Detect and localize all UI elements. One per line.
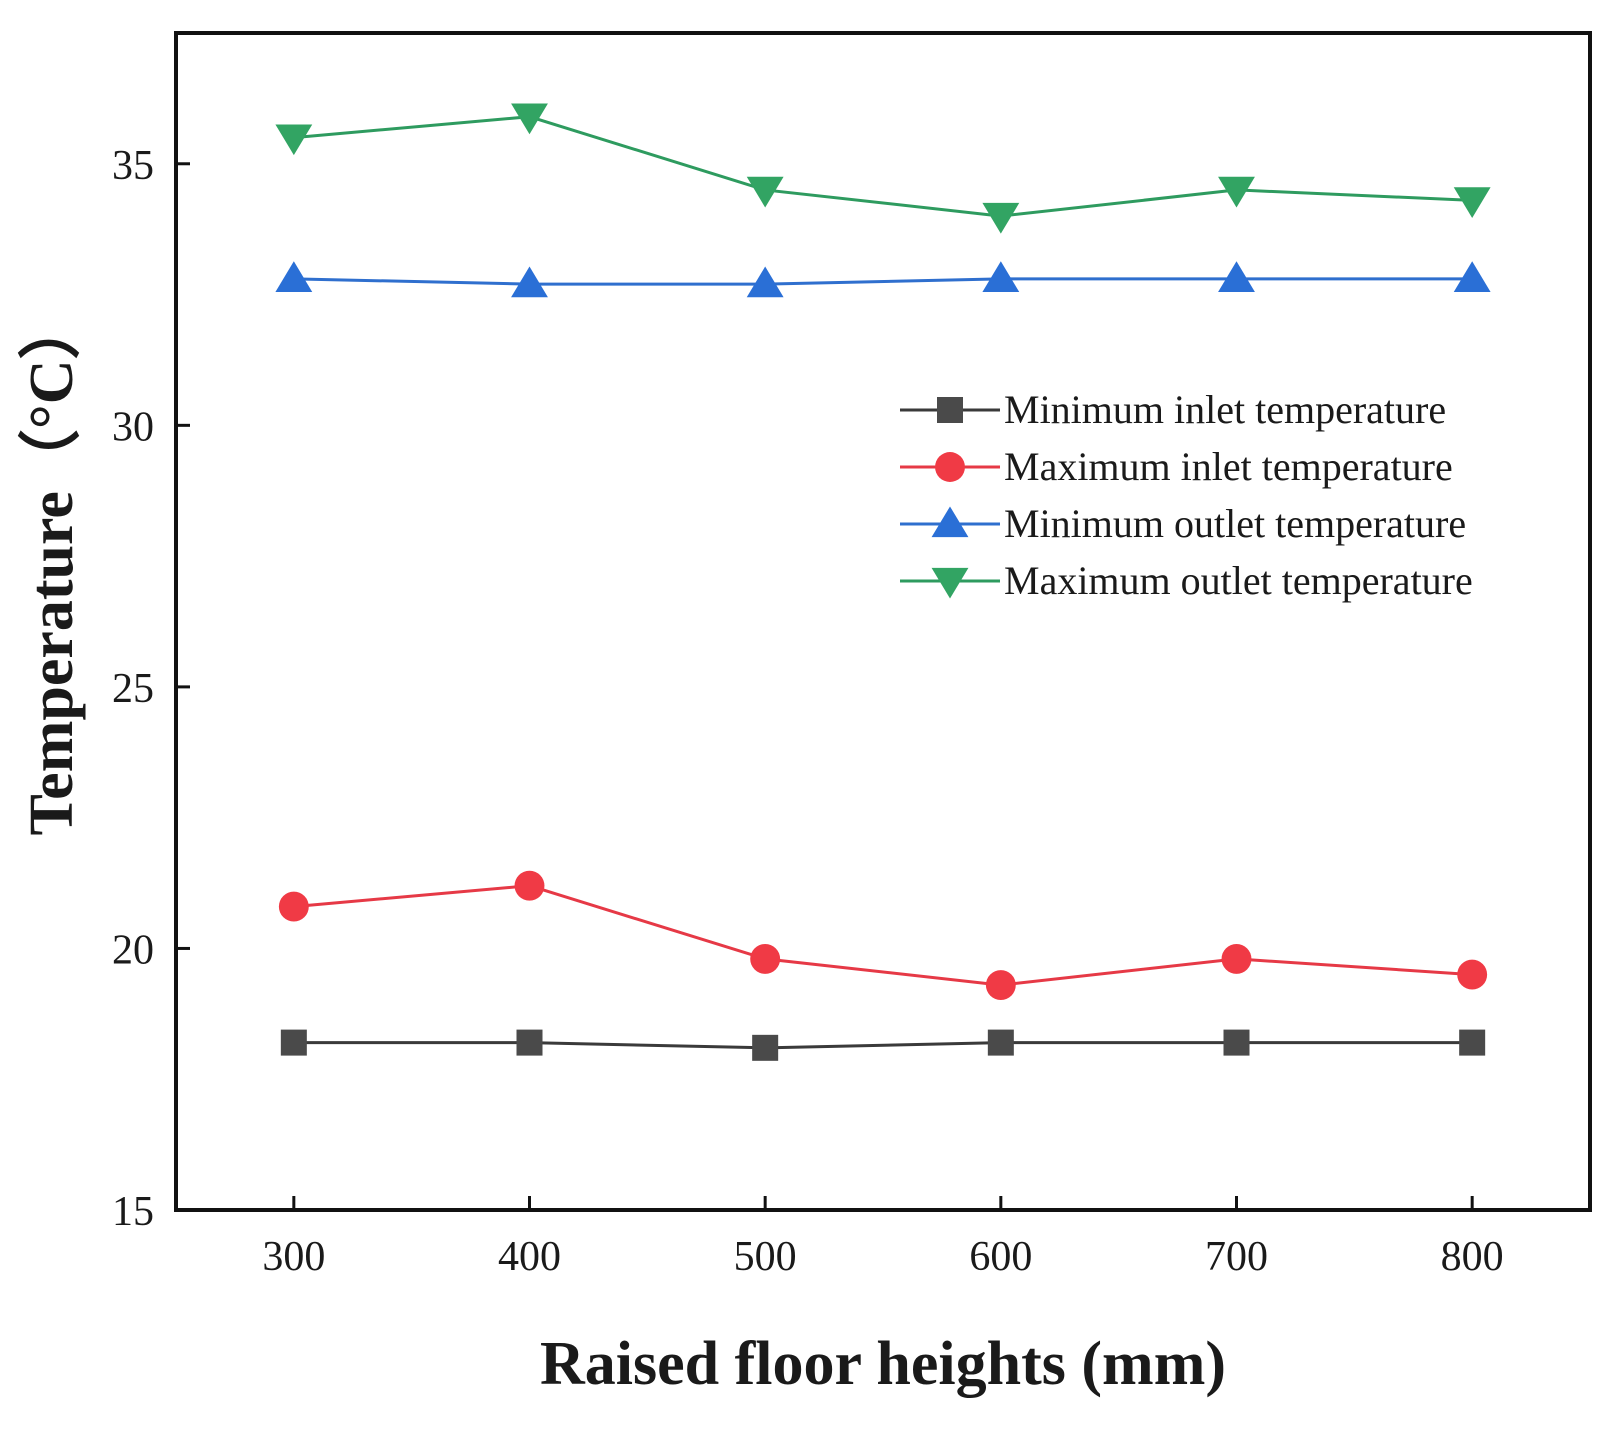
x-axis-title: Raised floor heights (mm)	[540, 1330, 1226, 1398]
y-tick-label: 35	[112, 143, 154, 189]
data-point	[982, 202, 1020, 234]
data-point	[511, 103, 548, 135]
series-line	[293, 1041, 1473, 1050]
x-tick-label: 500	[734, 1234, 797, 1280]
data-point	[275, 124, 313, 156]
plot-area	[174, 31, 1592, 1212]
data-point	[746, 266, 784, 298]
data-point	[746, 176, 784, 208]
legend-marker	[937, 397, 963, 423]
legend-item: Maximum inlet temperature	[900, 444, 1453, 489]
legend-marker	[935, 452, 965, 482]
data-point	[1459, 1029, 1486, 1056]
data-point	[1223, 1029, 1250, 1056]
data-point	[987, 1029, 1014, 1056]
x-tick-label: 700	[1205, 1234, 1268, 1280]
data-point	[985, 970, 1016, 1001]
data-point	[1457, 959, 1488, 990]
data-point	[1453, 261, 1491, 293]
legend-label: Maximum outlet temperature	[1004, 558, 1473, 603]
plot-frame	[174, 31, 1592, 1212]
y-tick-label: 25	[112, 666, 154, 712]
y-tick-label: 15	[112, 1189, 154, 1235]
legend-marker	[931, 506, 969, 538]
data-point	[278, 891, 309, 922]
legend-label: Minimum outlet temperature	[1004, 501, 1466, 546]
x-tick-label: 400	[498, 1234, 561, 1280]
legend: Minimum inlet temperature Maximum inlet t…	[900, 387, 1473, 603]
legend-label: Maximum inlet temperature	[1004, 444, 1453, 489]
data-series	[275, 103, 1491, 1061]
legend-item: Maximum outlet temperature	[900, 558, 1473, 603]
data-point	[750, 943, 781, 974]
data-point	[982, 261, 1020, 293]
x-tick-label: 600	[969, 1234, 1032, 1280]
series-line	[293, 277, 1473, 286]
data-point	[1218, 261, 1255, 293]
data-point	[1221, 943, 1252, 974]
data-point	[752, 1034, 779, 1061]
axes: 15 20 25 30 35 300 400 500 600 700 800	[112, 143, 1504, 1280]
data-point	[511, 266, 548, 298]
data-point	[514, 870, 545, 901]
data-point	[516, 1029, 543, 1056]
x-tick-label: 300	[262, 1234, 325, 1280]
series-3	[275, 103, 1491, 234]
legend-item: Minimum outlet temperature	[900, 501, 1466, 546]
legend-item: Minimum inlet temperature	[900, 387, 1446, 432]
series-2	[275, 261, 1491, 298]
legend-label: Minimum inlet temperature	[1004, 387, 1446, 432]
series-0	[280, 1029, 1486, 1061]
data-point	[275, 261, 313, 293]
data-point	[280, 1029, 307, 1056]
x-tick-label: 800	[1441, 1234, 1504, 1280]
y-tick-label: 30	[112, 404, 154, 450]
data-point	[1218, 176, 1255, 208]
series-1	[278, 870, 1488, 1001]
data-point	[1453, 187, 1491, 218]
series-line	[293, 115, 1473, 218]
y-axis-title: Temperature（°C）	[16, 298, 86, 836]
series-line	[293, 884, 1473, 987]
legend-marker	[931, 567, 969, 599]
y-tick-label: 20	[112, 927, 154, 973]
